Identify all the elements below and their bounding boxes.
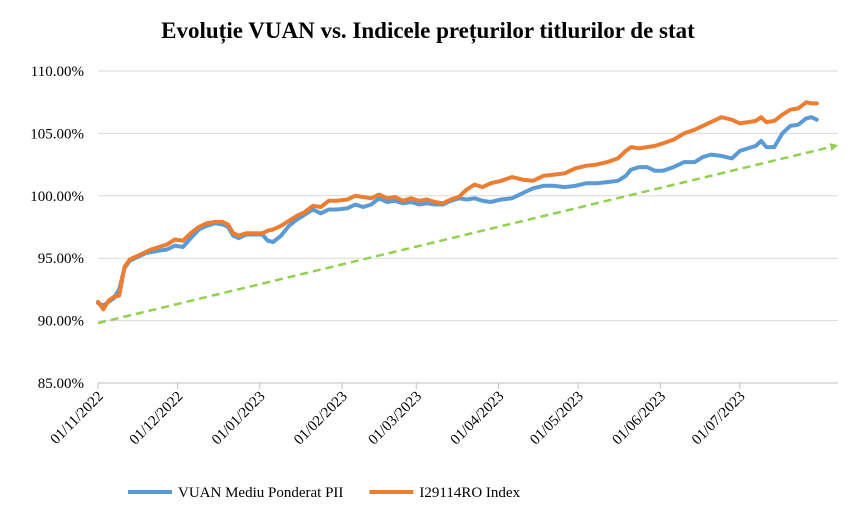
legend-item: VUAN Mediu Ponderat PII (128, 485, 343, 501)
legend-label: VUAN Mediu Ponderat PII (178, 485, 343, 501)
trend-arrow-line (97, 143, 839, 325)
x-tick-label: 01/02/2023 (291, 389, 351, 449)
y-tick-label: 100.00% (30, 189, 84, 205)
legend: VUAN Mediu Ponderat PII I29114RO Index (128, 485, 521, 501)
series-layer (96, 100, 839, 325)
x-tick-label: 01/01/2023 (209, 389, 269, 449)
x-tick-label: 01/05/2023 (527, 389, 587, 449)
x-tick-label: 01/12/2022 (127, 389, 187, 449)
y-tick-label: 95.00% (38, 251, 84, 267)
grid-layer (98, 70, 838, 322)
x-tick-label: 01/06/2023 (609, 389, 669, 449)
x-tick-label: 01/07/2023 (689, 389, 749, 449)
series-line-2 (96, 100, 819, 312)
axis-layer: 85.00% 90.00% 95.00% 100.00% 105.00% 110.00% 0… (30, 64, 838, 448)
chart-title: Evoluție VUAN vs. Indicele prețurilor ti… (161, 18, 695, 44)
y-tick-label: 85.00% (38, 376, 84, 392)
legend-label: I29114RO Index (419, 485, 520, 501)
series-line-1 (96, 115, 819, 308)
x-tick-label: 01/11/2022 (48, 389, 107, 448)
y-tick-label: 90.00% (38, 314, 84, 330)
x-tick-label: 01/03/2023 (365, 389, 425, 449)
y-tick-label: 110.00% (31, 64, 84, 80)
y-tick-label: 105.00% (30, 126, 84, 142)
legend-item: I29114RO Index (369, 485, 521, 501)
x-tick-label: 01/04/2023 (448, 389, 508, 449)
